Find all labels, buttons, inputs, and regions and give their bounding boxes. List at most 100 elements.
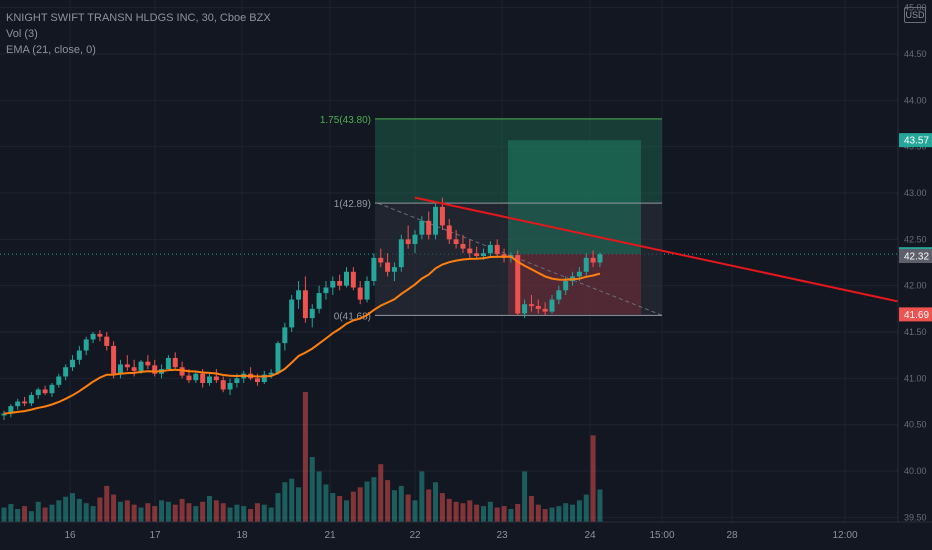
price-label: 43.57 [899,133,932,148]
volume-bar [248,509,254,522]
candle [213,369,219,383]
volume-bar [296,487,302,522]
candle [35,387,41,399]
candle-body [15,401,21,407]
legend-ema: EMA (21, close, 0) [6,44,96,56]
volume-bar [104,485,110,522]
volume-bar [152,506,158,522]
time-tick: 28 [726,530,738,541]
candle [494,239,500,258]
candle-body [63,367,69,377]
candle-body [296,290,302,300]
volume-bar [576,500,582,522]
candle-body [494,244,500,255]
candle-body [124,364,130,368]
volume-bar [28,511,34,522]
volume-bar [330,493,336,522]
price-axis-bg [898,0,932,550]
volume-bar [83,503,89,522]
price-tick: 43.00 [904,188,927,198]
candle-body [556,290,562,300]
candle-body [179,367,185,376]
candle [207,373,212,386]
volume-bar [275,493,281,522]
candle-body [22,401,28,404]
volume-bar [350,491,356,522]
volume-bar [76,498,82,522]
volume-bar [556,506,562,522]
price-label: 41.69 [899,307,932,322]
candle-body [576,271,582,277]
volume-bar [97,497,103,522]
time-axis: 16 17 18 21 22 23 24 15:00 28 12:00 [0,521,932,541]
candle [83,336,89,356]
volume-bar [385,480,391,522]
volume-bar [234,504,240,522]
candle [76,345,82,365]
candle-body [220,380,226,390]
candle-body [49,384,55,394]
candle [405,225,411,249]
candle-body [371,257,377,282]
ema-line [3,255,601,415]
volume-bar [56,500,62,522]
time-tick: 17 [149,530,161,541]
volume-bar [302,392,308,522]
legend-symbol: KNIGHT SWIFT TRANSN HLDGS INC, 30, Cboe … [6,12,271,24]
candle-body [474,253,480,257]
price-label-bg [899,133,932,148]
candle-body [467,248,473,254]
candle-body [412,234,418,244]
price-tick: 42.50 [904,234,927,244]
candle-body [261,374,267,383]
candle-body [522,304,528,314]
candle-body [460,243,466,249]
candle-body [111,345,117,374]
candle [412,230,418,254]
candle [467,239,473,258]
volume-bar [522,471,528,522]
volume-bar [337,496,343,522]
candle [117,359,123,379]
candle-body [357,287,363,300]
volume-bar [419,471,425,522]
time-tick: 16 [64,530,76,541]
volume-bar [241,506,247,522]
fib-levels: 1.75(43.80) 1(42.89) 0(41.68) [320,115,662,322]
volume-bar [528,496,534,522]
candle-body [337,281,343,286]
candle [433,202,439,240]
candle-body [528,304,534,307]
candle [8,404,14,418]
candle [97,330,103,342]
candle-body [344,271,349,286]
volume-bar [268,507,274,522]
price-tick: 41.50 [904,327,927,337]
candle-body [35,389,41,396]
price-axis: 45.0044.5044.0043.5043.0042.5042.0041.50… [897,0,932,550]
candle [528,294,534,312]
volume-bar [460,503,466,522]
time-tick: 21 [324,530,336,541]
candle-body [487,244,493,254]
candle-body [316,293,322,309]
volume-bar [508,509,514,522]
price-tick: 44.50 [904,49,927,59]
volume-bar [138,507,144,522]
candle-body [323,287,329,294]
price-tick: 41.00 [904,373,927,383]
legend-volume: Vol (3) [6,28,38,40]
candle-body [405,239,411,244]
candle [487,241,493,258]
currency-badge[interactable]: USD [904,7,926,23]
candle [1,410,7,421]
price-tick: 40.50 [904,420,927,430]
volume-bar [70,493,75,522]
volume-bar [398,485,404,522]
price-tick: 40.00 [904,466,927,476]
volume-bar [487,501,493,522]
volume-bar [49,504,55,522]
candle [111,341,117,379]
